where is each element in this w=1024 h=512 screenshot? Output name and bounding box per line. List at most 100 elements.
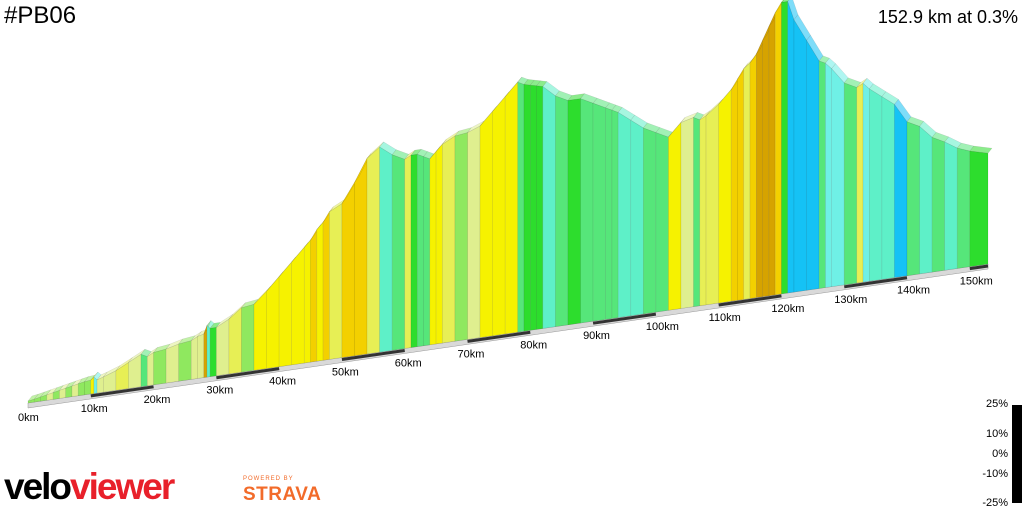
profile-segment [555,95,569,327]
distance-tick-label: 150km [960,276,993,288]
ground-band [90,385,154,398]
profile-segment [781,1,789,295]
distance-tick-label: 140km [897,285,930,297]
distance-tick-label: 10km [81,403,108,415]
profile-segment [153,348,167,386]
profile-segment [869,88,883,282]
profile-segment [241,303,255,373]
profile-segment [529,84,537,331]
distance-tick-label: 110km [709,312,741,324]
profile-segments [27,0,993,404]
profile-segment [668,121,682,311]
profile-segment [630,119,644,317]
veloviewer-logo: veloviewer [4,466,175,508]
profile-segment [969,150,989,267]
profile-segment [862,82,870,283]
distance-tick-label: 100km [646,321,679,333]
profile-segment [894,103,908,278]
profile-segment [643,127,657,315]
strava-logo: STRAVA [243,484,322,505]
distance-tick-label: 0km [18,412,39,424]
profile-segment [410,153,418,348]
profile-segment [322,210,330,361]
profile-segment [730,77,738,302]
profile-segment [310,228,318,363]
profile-segment [316,221,324,362]
distance-tick-label: 60km [395,357,422,369]
profile-segment [655,132,669,313]
gradient-legend: 25% 10% 0% -10% -25% [964,396,1024,512]
legend-label-0: 0% [992,448,1008,460]
profile-segment [216,318,230,377]
distance-tick-label: 40km [269,376,296,388]
ground-band [341,348,405,362]
logo-velo: velo [4,466,72,507]
profile-segment [492,95,506,337]
ground-band [216,367,280,380]
distance-tick-label: 90km [583,330,610,342]
profile-segment [467,125,481,340]
profile-segment [140,353,148,387]
powered-by-text: POWERED BY [243,476,294,482]
profile-segment [404,154,412,349]
distance-tick-label: 120km [771,303,804,315]
profile-segment [693,117,701,307]
profile-segment [605,107,613,320]
profile-segment [84,379,92,396]
ground-band [467,330,531,343]
profile-segment [806,39,820,291]
profile-segment [768,12,776,297]
profile-segment [749,52,757,299]
profile-segment [341,181,355,358]
profile-segment [680,116,694,309]
profile-segment [429,150,437,346]
profile-segment [253,290,267,371]
profile-segment [442,135,456,344]
profile-segment [523,84,531,332]
distance-tick-label: 30km [206,385,233,397]
ground-band [969,264,989,271]
distance-tick-label: 70km [458,348,485,360]
profile-segment [435,143,443,345]
profile-segment [831,67,845,287]
ride-title: #PB06 [4,2,77,29]
profile-segment [504,81,519,335]
profile-segment [391,154,406,351]
profile-segment [536,85,544,330]
ride-summary: 152.9 km at 0.3% [877,7,1018,27]
profile-segment [454,132,468,342]
profile-segment [209,326,217,377]
profile-segment [699,115,707,307]
profile-segment [718,88,732,304]
profile-segment [146,351,154,387]
profile-segment [906,121,920,277]
profile-ridge [780,0,790,3]
distance-tick-label: 130km [834,294,867,306]
ground-band [844,276,908,289]
profile-segment [517,81,525,333]
profile-segment [737,67,745,301]
profile-segment [266,275,280,369]
profile-segment [956,147,971,269]
ground-band [718,294,782,307]
profile-segment [291,246,305,366]
profile-segment [165,343,179,384]
profile-segment [379,146,393,353]
legend-label-10: 10% [985,428,1008,440]
profile-segment [542,85,556,329]
profile-ridge [969,145,993,154]
distance-tick-label: 20km [144,394,171,406]
profile-segment [774,1,782,296]
profile-segment [278,261,293,367]
profile-segment [756,40,763,298]
profile-segment [206,324,211,378]
ground-band [592,312,657,325]
profile-segment [567,98,581,326]
profile-segment [787,1,795,294]
profile-segment [881,96,895,280]
profile-segment [197,333,205,379]
distance-ticks: 0km 10km 20km 30km 40km 50km 60km 70km 80km 90km 1… [18,264,993,424]
profile-segment [354,158,368,357]
distance-tick-label: 50km [332,367,359,379]
